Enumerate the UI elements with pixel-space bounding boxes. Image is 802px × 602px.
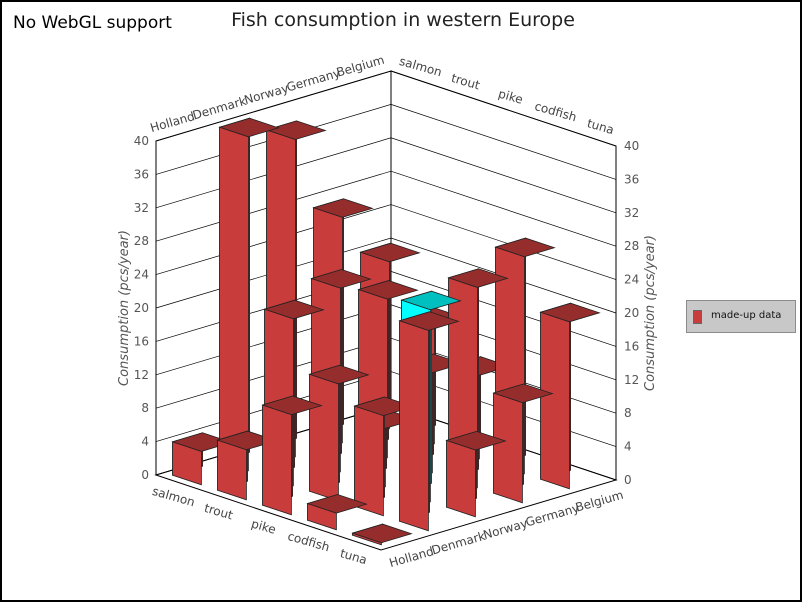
z-tick-right-0: 0 [624, 473, 632, 487]
z-axis-title-left: Consumption (pcs/year) [117, 230, 132, 386]
z-tick-right-32: 32 [624, 206, 639, 220]
z-tick-right-4: 4 [624, 440, 632, 454]
z-tick-left-4: 4 [141, 435, 149, 449]
fish-label-front-pike: pike [250, 517, 278, 537]
z-tick-right-8: 8 [624, 406, 632, 420]
bars-group[interactable] [171, 117, 601, 546]
fish-label-top-tuna: tuna [586, 116, 616, 137]
z-tick-left-36: 36 [134, 167, 149, 181]
bar-holland-pike[interactable] [261, 395, 323, 516]
bar-denmark-codfish[interactable] [353, 396, 415, 517]
z-tick-left-0: 0 [141, 468, 149, 482]
bar-holland-trout[interactable] [216, 430, 278, 501]
z-tick-left-16: 16 [134, 334, 149, 348]
bar-holland-codfish[interactable] [306, 493, 368, 531]
z-tick-right-20: 20 [624, 306, 639, 320]
z-tick-left-28: 28 [134, 234, 149, 248]
fish-label-front-codfish: codfish [286, 529, 331, 554]
bar-germany-tuna[interactable] [492, 383, 554, 504]
legend-label: made-up data [711, 310, 782, 321]
legend-swatch [693, 310, 702, 324]
bar-norway-tuna[interactable] [445, 430, 507, 518]
z-tick-right-28: 28 [624, 239, 639, 253]
country-label-front-belgium: Belgium [574, 488, 625, 515]
z-tick-left-24: 24 [134, 268, 149, 282]
z-tick-right-16: 16 [624, 339, 639, 353]
fish-label-front-tuna: tuna [339, 546, 369, 567]
legend[interactable]: made-up data [686, 300, 796, 333]
z-axis-title-right: Consumption (pcs/year) [643, 235, 658, 391]
z-tick-right-36: 36 [624, 172, 639, 186]
z-tick-left-12: 12 [134, 368, 149, 382]
z-tick-left-20: 20 [134, 301, 149, 315]
webgl-notice: No WebGL support [13, 13, 172, 33]
fish-label-front-salmon: salmon [151, 484, 197, 509]
country-label-front-holland: Holland [388, 544, 436, 570]
bar-holland-tuna[interactable] [351, 523, 413, 546]
z-tick-right-24: 24 [624, 273, 639, 287]
fish-label-front-trout: trout [203, 501, 235, 523]
fish-label-top-trout: trout [450, 71, 482, 93]
z-tick-left-32: 32 [134, 201, 149, 215]
bar-holland-salmon[interactable] [171, 432, 233, 486]
z-tick-left-8: 8 [141, 401, 149, 415]
bar-denmark-tuna[interactable] [398, 311, 460, 532]
country-label-front-norway: Norway [482, 516, 530, 542]
fish-label-top-pike: pike [497, 87, 525, 107]
bar-denmark-salmon[interactable] [218, 117, 280, 472]
z-tick-left-40: 40 [134, 134, 149, 148]
z-tick-right-12: 12 [624, 373, 639, 387]
chart-title: Fish consumption in western Europe [231, 9, 575, 31]
bar-belgium-tuna[interactable] [539, 302, 601, 490]
z-tick-right-40: 40 [624, 139, 639, 153]
